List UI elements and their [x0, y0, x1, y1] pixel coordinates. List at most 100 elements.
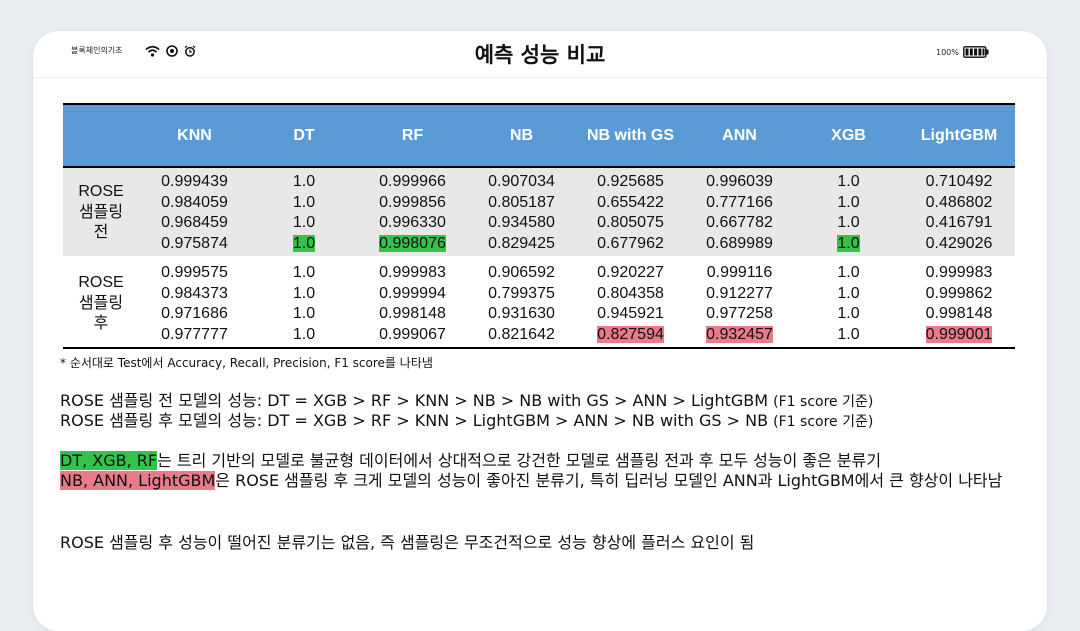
ranking-after-text: ROSE 샘플링 후 모델의 성능: DT = XGB > RF > KNN >… [60, 411, 769, 430]
metric-f1: 0.975874 [161, 234, 228, 252]
metric-recall: 0.999856 [379, 193, 446, 211]
battery-percent: 100% [936, 48, 959, 57]
ranking-after-note: (F1 score 기준) [773, 414, 874, 430]
highlight-best-f1: 1.0 [292, 234, 316, 252]
slide-card: 블록체인의기초 예측 성능 비교 100% [33, 31, 1047, 631]
row-label-line: ROSE [78, 183, 124, 201]
header-rf: RF [358, 103, 467, 168]
cell-knn-before: 0.999439 0.984059 0.968459 0.975874 [139, 167, 250, 256]
row-label-line: 전 [93, 224, 109, 242]
row-label-line: ROSE [78, 274, 124, 292]
metric-recall: 1.0 [292, 284, 316, 302]
metric-precision: 1.0 [292, 214, 316, 231]
metric-precision: 0.971686 [161, 305, 228, 322]
cell-xgb-after: 1.0 1.0 1.0 1.0 [794, 259, 903, 348]
status-app-name: 블록체인의기초 [71, 46, 123, 55]
finding-improved-models: NB, ANN, LightGBM은 ROSE 샘플링 후 크게 모델의 성능이… [60, 471, 1020, 491]
metric-f1: 0.829425 [488, 234, 555, 252]
metric-precision: 1.0 [837, 305, 860, 322]
metric-accuracy: 0.999439 [161, 173, 228, 190]
cell-rf-after: 0.999983 0.999994 0.998148 0.999067 [358, 259, 467, 348]
metric-precision: 0.968459 [161, 214, 228, 231]
metric-f1: 0.689989 [706, 234, 773, 252]
cell-ann-after: 0.999116 0.912277 0.977258 0.932457 [685, 259, 794, 348]
metric-f1: 0.999067 [379, 325, 446, 343]
row-label-line: 샘플링 [78, 203, 124, 221]
metric-precision: 1.0 [837, 214, 860, 231]
alarm-clock-icon [184, 45, 196, 57]
metric-f1: 0.429026 [925, 234, 993, 252]
header-knn: KNN [139, 103, 250, 168]
target-icon [166, 45, 178, 57]
metric-precision: 0.977258 [706, 305, 773, 322]
metric-recall: 0.999862 [925, 284, 993, 302]
header-ann: ANN [685, 103, 794, 168]
metric-f1: 1.0 [794, 234, 903, 255]
cell-lightgbm-after: 0.999983 0.999862 0.998148 0.999001 [903, 259, 1015, 348]
cell-rf-before: 0.999966 0.999856 0.996330 0.998076 [358, 167, 467, 256]
cell-nb-after: 0.906592 0.799375 0.931630 0.821642 [467, 259, 576, 348]
highlight-best-f1: 1.0 [837, 234, 860, 252]
metric-recall: 0.999994 [379, 284, 446, 302]
cell-xgb-before: 1.0 1.0 1.0 1.0 [794, 167, 903, 256]
cell-dt-before: 1.0 1.0 1.0 1.0 [250, 167, 358, 256]
metric-precision: 0.667782 [706, 214, 773, 231]
metric-recall: 0.805187 [488, 193, 555, 211]
table-header-row: KNN DT RF NB NB with GS ANN XGB LightGBM [63, 103, 1015, 168]
ranking-after: ROSE 샘플링 후 모델의 성능: DT = XGB > RF > KNN >… [60, 411, 873, 432]
row-label-line: 후 [93, 315, 109, 333]
metric-precision: 0.934580 [488, 214, 555, 231]
header-lightgbm: LightGBM [903, 103, 1015, 168]
table-footnote: * 순서대로 Test에서 Accuracy, Recall, Precisio… [60, 356, 433, 370]
metric-precision: 0.998148 [925, 305, 993, 322]
metric-accuracy: 1.0 [292, 173, 316, 190]
improved-models-text: 은 ROSE 샘플링 후 크게 모델의 성능이 좋아진 분류기, 특히 딥러닝 … [215, 471, 1003, 490]
metric-precision: 0.996330 [379, 214, 446, 231]
ranking-before-text: ROSE 샘플링 전 모델의 성능: DT = XGB > RF > KNN >… [60, 391, 769, 410]
row-label-before: ROSE 샘플링 전 [63, 167, 139, 256]
cell-nb-before: 0.907034 0.805187 0.934580 0.829425 [467, 167, 576, 256]
metric-accuracy: 1.0 [837, 173, 860, 190]
metric-precision: 0.998148 [379, 305, 446, 322]
battery-icon [963, 46, 989, 58]
header-nb: NB [467, 103, 576, 168]
row-gap-cell [63, 256, 1015, 259]
metric-accuracy: 0.906592 [488, 264, 555, 281]
metric-accuracy: 0.925685 [597, 173, 664, 190]
metric-recall: 0.804358 [597, 284, 664, 302]
header-nb-with-gs: NB with GS [576, 103, 685, 168]
metric-recall: 1.0 [292, 193, 316, 211]
cell-nb-with-gs-before: 0.925685 0.655422 0.805075 0.677962 [576, 167, 685, 256]
metric-precision: 1.0 [292, 305, 316, 322]
metric-f1: 1.0 [250, 234, 358, 255]
tree-models-text: 는 트리 기반의 모델로 불균형 데이터에서 상대적으로 강건한 모델로 샘플링… [157, 451, 882, 470]
cell-nb-with-gs-after: 0.920227 0.804358 0.945921 0.827594 [576, 259, 685, 348]
table-row-after: ROSE 샘플링 후 0.999575 0.984373 0.971686 0.… [63, 259, 1015, 348]
metric-f1: 1.0 [837, 325, 860, 343]
performance-table: KNN DT RF NB NB with GS ANN XGB LightGBM… [63, 103, 1015, 349]
highlight-best-f1: 0.998076 [379, 234, 446, 252]
metric-accuracy: 0.920227 [597, 264, 664, 281]
metric-f1: 0.677962 [597, 234, 664, 252]
metric-recall: 0.984373 [161, 284, 228, 302]
metric-recall: 1.0 [837, 284, 860, 302]
metric-accuracy: 0.996039 [706, 173, 773, 190]
metric-f1: 0.932457 [685, 325, 794, 346]
metric-f1: 1.0 [292, 325, 316, 343]
row-label-line: 샘플링 [78, 294, 124, 312]
metric-precision: 0.416791 [925, 214, 993, 231]
table-row-before: ROSE 샘플링 전 0.999439 0.984059 0.968459 0.… [63, 167, 1015, 256]
status-bar: 블록체인의기초 예측 성능 비교 100% [33, 31, 1047, 78]
row-label-after: ROSE 샘플링 후 [63, 259, 139, 348]
metric-accuracy: 0.907034 [488, 173, 555, 190]
metric-recall: 0.912277 [706, 284, 773, 302]
improved-models-highlight: NB, ANN, LightGBM [60, 471, 216, 490]
metric-recall: 0.799375 [488, 284, 555, 302]
metric-recall: 1.0 [837, 193, 860, 211]
metric-accuracy: 0.999575 [161, 264, 228, 281]
metric-recall: 0.486802 [925, 193, 993, 211]
header-dt: DT [250, 103, 358, 168]
metric-accuracy: 1.0 [292, 264, 316, 281]
metric-recall: 0.984059 [161, 193, 228, 211]
metric-accuracy: 0.999983 [925, 264, 993, 281]
